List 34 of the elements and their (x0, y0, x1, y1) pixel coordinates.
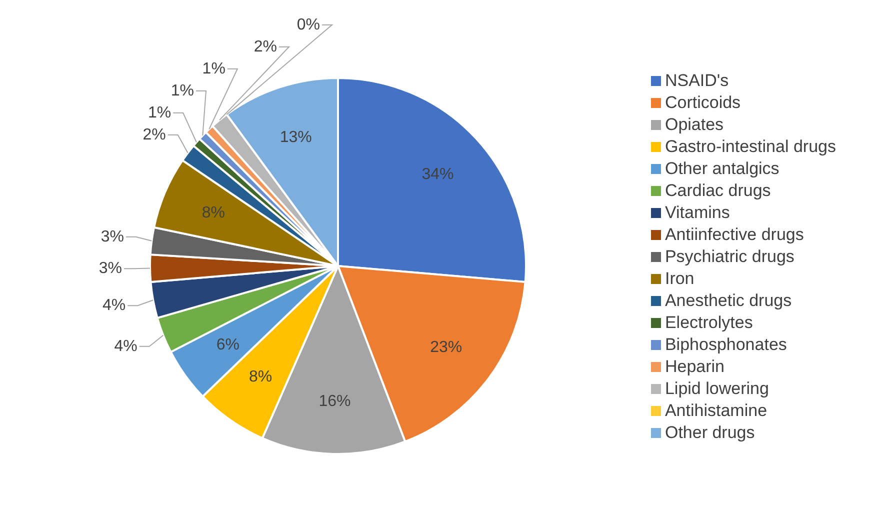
legend-label: Corticoids (664, 92, 741, 112)
data-label: 2% (254, 38, 278, 56)
legend-label: Vitamins (664, 202, 730, 222)
data-label: 13% (280, 128, 312, 146)
text: 0% (296, 16, 320, 34)
legend-label: Electrolytes (664, 312, 753, 332)
legend-label: Antiinfective drugs (664, 224, 804, 244)
legend-label: Biphosphonates (664, 334, 787, 354)
data-label: 16% (318, 392, 351, 410)
data-label: 1% (202, 60, 226, 78)
data-label: 2% (142, 126, 166, 144)
legend-label: Lipid lowering (664, 378, 769, 398)
legend-label: Opiates (664, 114, 724, 134)
data-label: 4% (114, 338, 138, 355)
legend-label: Cardiac drugs (664, 180, 771, 200)
legend-label: Antihistamine (664, 400, 768, 420)
data-label: 4% (102, 297, 126, 314)
data-label: 1% (170, 82, 194, 100)
data-label: 6% (216, 336, 240, 354)
data-label: 34% (422, 166, 454, 183)
legend-label: Iron (664, 268, 694, 288)
legend-label: Other antalgics (664, 158, 780, 178)
legend-label: NSAID's (664, 70, 729, 90)
legend-label: Other drugs (664, 422, 755, 442)
data-label: 23% (430, 338, 462, 356)
data-label: 1% (148, 104, 172, 122)
data-label: 3% (100, 228, 124, 246)
legend-label: Psychiatric drugs (664, 246, 794, 266)
data-label: 3% (98, 260, 122, 278)
legend-label: Gastro-intestinal drugs (664, 136, 836, 156)
data-label: 8% (202, 204, 225, 222)
legend-label: Heparin (664, 356, 725, 376)
data-label: 8% (249, 368, 272, 386)
legend-label: Anesthetic drugs (664, 290, 792, 310)
